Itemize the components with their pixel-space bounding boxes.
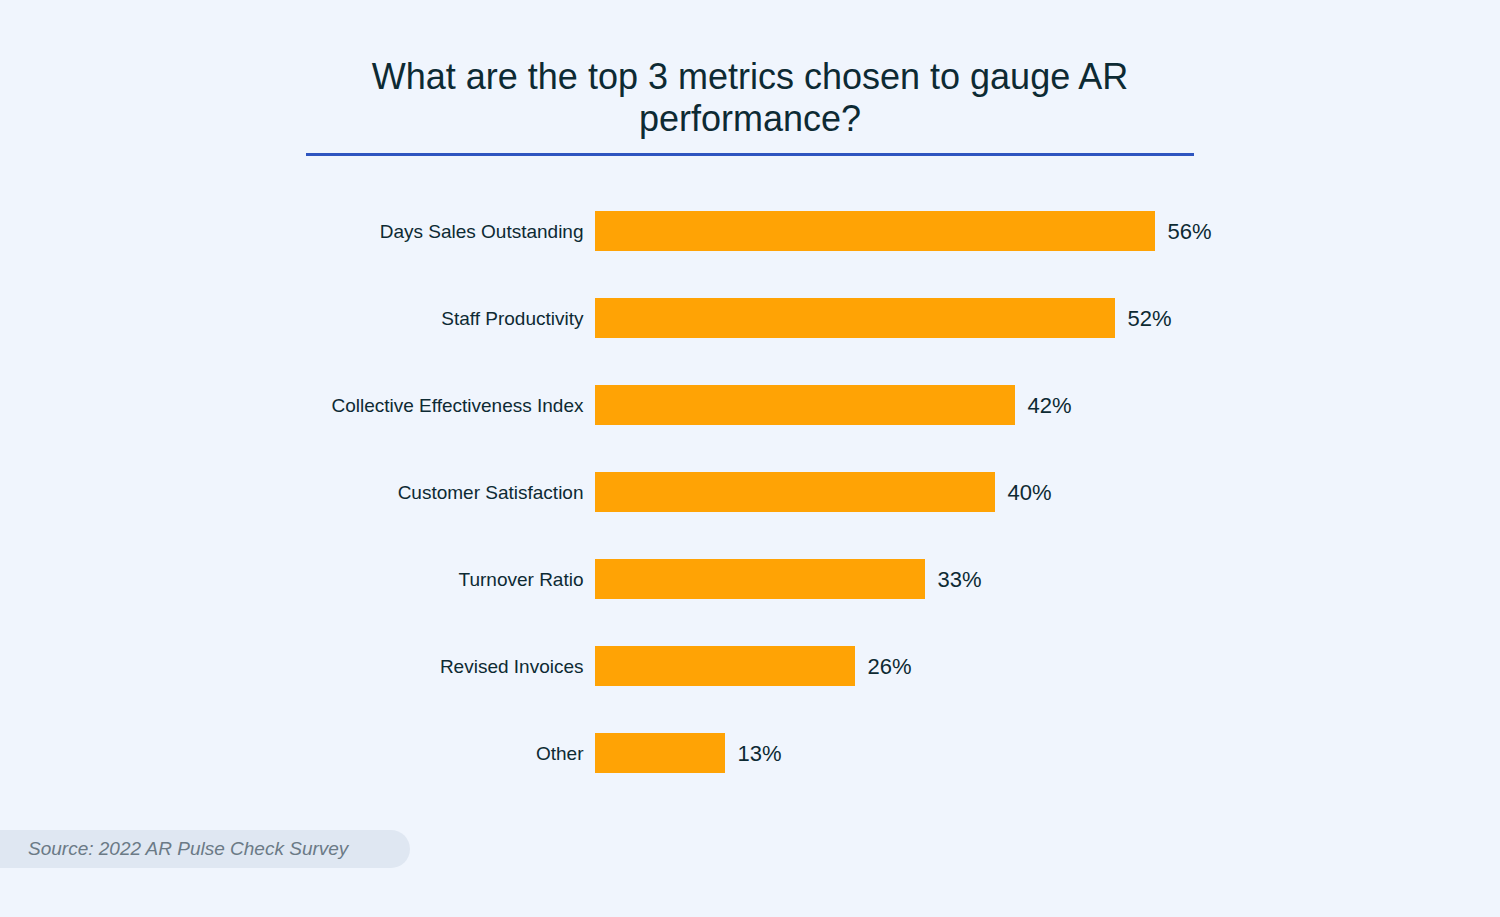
html-text:What are the top 3 metrics cho: What are the top 3 metrics chosen to gau… [371,56,1129,139]
svg-text:33%: 33% [938,567,982,592]
svg-text:56%: 56% [1168,219,1212,244]
html-text:Source: 2022 AR Pulse Check Su: Source: 2022 AR Pulse Check Survey [28,838,349,859]
svg-text:26%: 26% [868,654,912,679]
svg-text:Customer Satisfaction: Customer Satisfaction [398,482,584,503]
svg-text:52%: 52% [1128,306,1172,331]
svg-text:Other: Other [536,743,584,764]
svg-text:40%: 40% [1008,480,1052,505]
svg-text:Staff Productivity: Staff Productivity [441,308,584,329]
svg-text:Revised Invoices: Revised Invoices [440,656,584,677]
svg-text:13%: 13% [738,741,782,766]
svg-text:Turnover Ratio: Turnover Ratio [459,569,584,590]
svg-text:Collective Effectiveness Index: Collective Effectiveness Index [331,395,584,416]
svg-text:Days Sales Outstanding: Days Sales Outstanding [380,221,584,242]
svg-text:42%: 42% [1028,393,1072,418]
